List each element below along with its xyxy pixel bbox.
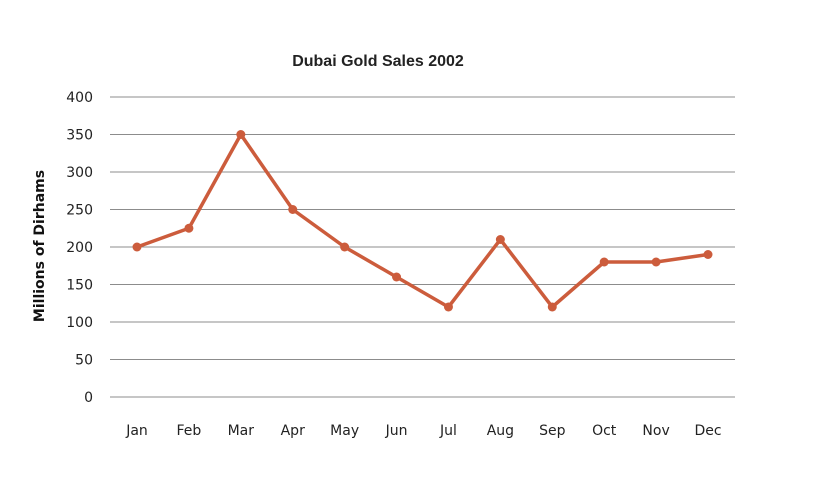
y-tick-label: 400 (66, 90, 93, 106)
x-tick-label: Sep (539, 423, 566, 439)
gridlines (110, 96, 735, 398)
y-axis-label: Millions of Dirhams (32, 170, 48, 322)
y-tick-label: 50 (75, 353, 93, 369)
series-layer (132, 130, 713, 312)
x-tick-label: Apr (281, 423, 305, 439)
data-point (392, 272, 402, 282)
data-point (340, 242, 350, 252)
x-tick-label: Jul (439, 423, 457, 439)
data-point (547, 302, 557, 312)
x-tick-label: Oct (592, 423, 617, 439)
y-tick-label: 100 (66, 315, 93, 331)
x-axis-ticks: Jan Feb Mar Apr May Jun Jul Aug Sep Oct Nov Dec (125, 423, 721, 439)
data-point (236, 130, 246, 139)
y-tick-label: 350 (66, 128, 93, 144)
data-point (599, 257, 609, 267)
x-tick-label: May (330, 423, 359, 439)
data-point (651, 257, 661, 267)
x-tick-label: Jan (125, 423, 148, 439)
data-point (184, 223, 194, 233)
data-point (443, 302, 453, 312)
x-tick-label: Dec (694, 423, 721, 439)
y-tick-label: 300 (66, 165, 93, 181)
y-tick-label: 150 (66, 278, 93, 294)
data-point (132, 242, 142, 252)
y-tick-label: 200 (66, 240, 93, 256)
x-tick-label: Jun (385, 423, 408, 439)
x-tick-label: Feb (177, 423, 202, 439)
y-tick-label: 0 (84, 390, 93, 406)
data-point (288, 205, 298, 214)
x-tick-label: Mar (228, 423, 255, 439)
x-tick-label: Aug (487, 423, 514, 439)
x-tick-label: Nov (642, 423, 669, 439)
series-line (135, 132, 710, 309)
y-tick-label: 250 (66, 203, 93, 219)
data-point (495, 235, 505, 244)
y-axis-ticks: 0 50 100 150 200 250 300 350 400 (66, 90, 93, 406)
data-point (703, 250, 713, 259)
chart-title: Dubai Gold Sales 2002 (292, 53, 464, 70)
